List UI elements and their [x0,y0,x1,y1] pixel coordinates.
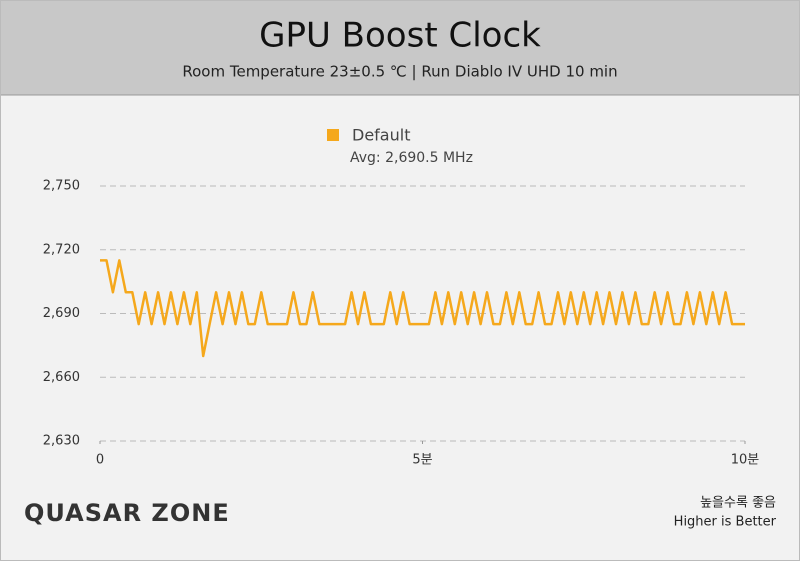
x-tick-label: 5분 [412,453,432,468]
x-tick-label: 10분 [731,453,760,468]
header [0,0,800,95]
legend-swatch [327,129,339,141]
chart-title: GPU Boost Clock [259,16,541,56]
y-tick-label: 2,750 [43,179,80,194]
x-tick-label: 0 [96,453,104,468]
footer-note: Higher is Better [674,515,777,530]
y-tick-label: 2,720 [43,242,80,257]
chart-subtitle: Room Temperature 23±0.5 ℃ | Run Diablo I… [182,63,617,81]
annotation: Avg: 2,690.5 MHz [350,150,473,166]
y-tick-label: 2,690 [43,306,80,321]
y-tick-label: 2,660 [43,370,80,385]
logo: QUASAR ZONE [24,499,230,527]
legend-label: Default [352,126,410,145]
footer-note: 높을수록 좋음 [700,496,776,511]
series-line [100,259,745,358]
y-tick-label: 2,630 [43,434,80,449]
